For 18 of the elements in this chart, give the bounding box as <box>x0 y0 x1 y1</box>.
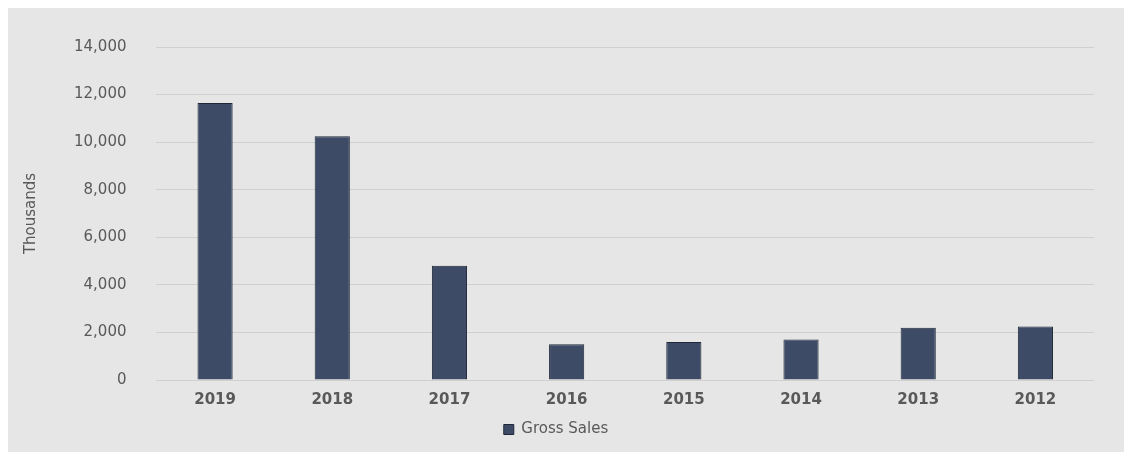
x-tick-label: 2015 <box>662 389 705 408</box>
y-tick-label: 10,000 <box>73 132 127 151</box>
legend-label: Gross Sales <box>521 419 609 438</box>
y-tick-label: 0 <box>116 369 127 388</box>
y-tick-label: 4,000 <box>83 274 127 293</box>
y-tick-label: 6,000 <box>83 227 127 246</box>
x-tick-label: 2013 <box>897 389 940 408</box>
y-tick-label: 8,000 <box>83 179 127 198</box>
x-tick-label: 2017 <box>428 389 471 408</box>
x-tick-label: 2019 <box>194 389 236 408</box>
x-tick-label: 2014 <box>780 389 822 408</box>
y-tick-label: 14,000 <box>73 36 127 55</box>
x-tick-label: 2016 <box>545 389 588 408</box>
y-axis-title: Thousands <box>20 172 39 256</box>
x-tick-label: 2018 <box>311 389 354 408</box>
y-tick-label: 2,000 <box>83 322 127 341</box>
x-tick-label: 2012 <box>1014 389 1057 408</box>
y-tick-label: 12,000 <box>73 84 127 103</box>
